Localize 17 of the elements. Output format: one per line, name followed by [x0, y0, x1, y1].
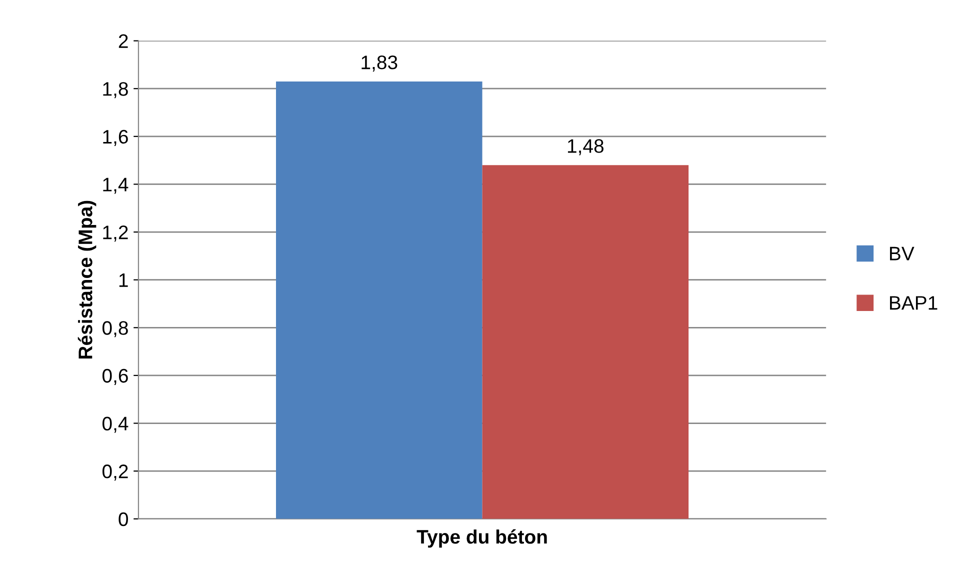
y-tick-label: 0,6: [102, 368, 128, 385]
data-label: 1,48: [568, 139, 604, 156]
y-tick-label: 1,2: [103, 226, 128, 242]
legend-label: BV: [890, 246, 914, 260]
data-label: 1,83: [362, 56, 398, 72]
y-tick-label: 0,8: [102, 321, 128, 338]
y-tick-label: 2: [118, 34, 128, 48]
y-tick-label: 1: [119, 274, 128, 287]
y-tick-label: 1,8: [103, 82, 128, 98]
legend-label: BAP1: [890, 296, 938, 310]
y-tick-label: 0,2: [102, 464, 128, 481]
y-axis-title: Résistance (Mpa): [78, 200, 96, 358]
x-axis-title: Type du béton: [416, 529, 547, 548]
y-tick-label: 0,4: [102, 416, 128, 433]
y-tick-label: 0: [118, 512, 128, 526]
y-tick-label: 1,4: [103, 178, 128, 194]
y-tick-label: 1,6: [103, 130, 128, 146]
